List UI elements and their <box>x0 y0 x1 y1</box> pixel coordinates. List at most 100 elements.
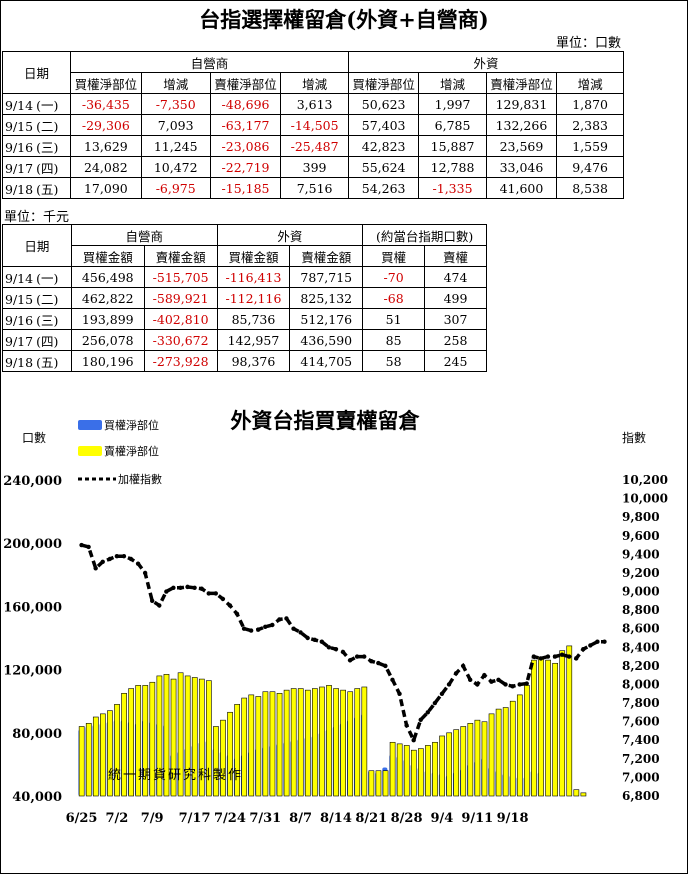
index-point <box>602 639 607 644</box>
table-cell: -63,177 <box>209 114 282 136</box>
index-point <box>150 598 155 604</box>
index-point <box>86 544 91 550</box>
y-left-tick-label: 40,000 <box>12 790 62 805</box>
weekday-text: (一) <box>36 270 59 286</box>
table-cell: -15,185 <box>209 177 282 199</box>
index-point <box>291 626 296 631</box>
put-bar <box>524 685 530 797</box>
index-point <box>369 659 374 664</box>
put-bar <box>312 688 318 797</box>
put-bar <box>354 688 361 797</box>
table-cell: 6,785 <box>418 114 487 136</box>
index-point <box>312 637 317 643</box>
index-point <box>574 656 579 661</box>
table-cell: 11,245 <box>140 135 211 157</box>
put-bar <box>460 726 467 797</box>
column-header: 賣權金額 <box>289 245 364 267</box>
index-point <box>333 646 339 652</box>
put-bar <box>198 678 205 797</box>
put-bar <box>347 691 354 797</box>
table-cell: -36,435 <box>70 93 142 115</box>
row-date: 9/16 (三) <box>1 135 72 157</box>
put-bar <box>389 741 396 797</box>
index-point <box>411 738 416 743</box>
index-point <box>347 658 353 663</box>
column-header: 增減 <box>418 72 487 94</box>
index-point <box>524 681 529 686</box>
put-bar <box>559 650 566 797</box>
put-bar <box>149 681 156 797</box>
put-bar <box>121 692 127 797</box>
table-cell: 414,705 <box>289 350 364 372</box>
y-right-tick-label: 9,800 <box>622 510 660 524</box>
index-point <box>241 626 247 631</box>
y-left-tick-label: 160,000 <box>3 600 62 615</box>
x-tick-label: 7/9 <box>141 811 164 826</box>
table-cell: -6,975 <box>140 177 211 199</box>
y-right-tick-label: 7,800 <box>622 696 660 710</box>
index-point <box>439 691 445 696</box>
put-bar <box>432 741 438 797</box>
put-bar <box>220 719 226 797</box>
x-tick-label: 8/7 <box>289 811 312 826</box>
x-tick-label: 8/21 <box>355 811 387 826</box>
table-cell: 307 <box>424 308 487 330</box>
put-bar <box>361 686 368 797</box>
put-bar <box>234 704 240 797</box>
index-point <box>192 585 197 591</box>
index-point <box>199 586 204 591</box>
put-bar <box>191 677 198 797</box>
table-cell: 474 <box>424 266 487 288</box>
table-row: 9/18 (五) 180,196 -273,928 98,376 414,705 58 245 <box>2 350 487 372</box>
weekday-text: (二) <box>36 291 59 307</box>
index-point <box>496 677 501 683</box>
put-bar <box>227 711 233 797</box>
table1-unit: 單位：口數 <box>556 36 622 51</box>
put-bar <box>206 680 212 797</box>
put-bar <box>283 689 290 797</box>
legend-label-put: 賣權淨部位 <box>104 444 159 458</box>
table-cell: -402,810 <box>143 308 218 330</box>
y-right-tick-label: 10,200 <box>622 473 668 487</box>
index-point <box>354 654 360 659</box>
index-point <box>566 654 572 659</box>
chart-title: 外資台指買賣權留倉 <box>231 408 421 433</box>
table-cell: 33,046 <box>485 156 558 178</box>
table-cell: 825,132 <box>289 287 364 309</box>
table2-unit: 單位：千元 <box>4 210 70 225</box>
column-header: 買權金額 <box>70 245 145 267</box>
index-point <box>142 570 148 576</box>
put-bar <box>516 694 523 797</box>
date-header: 日期 <box>1 51 72 94</box>
table-cell: -48,696 <box>209 93 282 115</box>
x-tick-label: 9/18 <box>497 811 529 826</box>
index-point <box>171 585 176 591</box>
legend-label-index: 加權指數 <box>118 472 162 486</box>
row-date: 9/15 (二) <box>2 287 72 309</box>
table-cell: -515,705 <box>143 266 218 288</box>
column-header: 增減 <box>140 72 211 94</box>
put-bar <box>100 713 106 797</box>
column-header: 賣權 <box>424 245 487 267</box>
table-cell: 787,715 <box>289 266 364 288</box>
weekday-text: (三) <box>36 139 59 155</box>
weekday-text: (四) <box>36 333 59 349</box>
index-point <box>164 589 169 594</box>
table-cell: 51 <box>362 308 426 330</box>
table-cell: 256,078 <box>70 329 145 351</box>
put-bar <box>439 735 445 797</box>
put-bar <box>297 688 304 797</box>
column-header: 買權淨部位 <box>347 72 420 94</box>
group-header-dealer: 自營商 <box>70 51 349 73</box>
y-right-tick-label: 7,600 <box>622 715 660 729</box>
row-date: 9/14 (一) <box>2 266 72 288</box>
table-cell: -1,335 <box>418 177 487 199</box>
x-tick-label: 7/31 <box>249 811 281 826</box>
index-point <box>220 596 226 602</box>
put-bar <box>319 686 325 797</box>
index-point <box>552 654 558 659</box>
table-cell: 3,613 <box>280 93 349 115</box>
index-point <box>270 622 275 628</box>
group-header-dealer: 自營商 <box>70 224 218 246</box>
table-cell: 85,736 <box>216 308 291 330</box>
